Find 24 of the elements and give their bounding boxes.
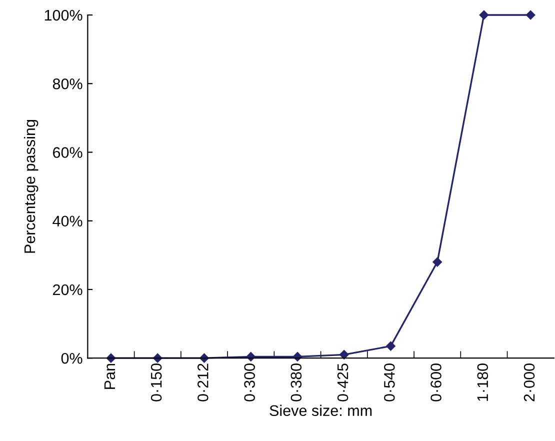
point [479, 10, 489, 20]
x-tick-label: Pan [104, 364, 116, 389]
y-tick-label: 40% [52, 216, 82, 227]
y-axis-title: Percentage passing [24, 120, 38, 253]
x-tick-label: 0·540 [384, 364, 395, 402]
x-tick-label: 1·180 [477, 364, 488, 401]
x-tick-label: 0·150 [150, 364, 162, 402]
y-tick-label: 60% [53, 147, 82, 158]
point [386, 341, 396, 351]
point [339, 350, 349, 360]
point [526, 10, 536, 20]
x-tick-label: 0·212 [198, 364, 208, 402]
y-tick-label: 100% [44, 10, 82, 21]
x-axis-title: Sieve size: mm [270, 404, 372, 416]
y-tick-label: 0% [61, 352, 82, 364]
x-tick-label: 0·380 [290, 364, 302, 402]
point [292, 352, 302, 362]
y-tick-label: 20% [53, 284, 82, 296]
x-tick-label: 0·300 [244, 364, 255, 402]
y-tick-label: 80% [52, 78, 82, 90]
x-tick-label: 0·600 [430, 364, 442, 402]
point [432, 257, 442, 267]
x-tick-label: 2·000 [524, 364, 535, 402]
x-tick-label: 0·425 [337, 364, 348, 402]
